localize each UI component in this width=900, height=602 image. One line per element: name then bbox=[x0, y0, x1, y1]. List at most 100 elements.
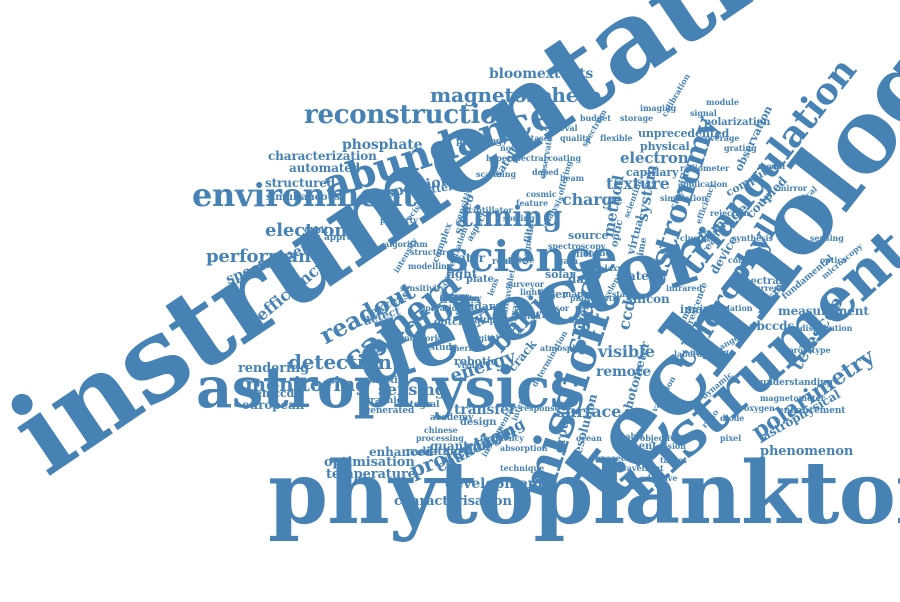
cloud-word-152: particle bbox=[500, 254, 535, 265]
cloud-word-75: laser bbox=[538, 288, 568, 302]
cloud-word-223: thermal bbox=[450, 342, 485, 353]
cloud-word-199: budget bbox=[580, 112, 611, 123]
cloud-word-212: simulation bbox=[660, 192, 708, 203]
cloud-word-178: oxygen bbox=[744, 402, 775, 413]
cloud-word-116: chinese bbox=[424, 424, 458, 435]
cloud-word-250: exposure bbox=[440, 292, 480, 303]
cloud-word-56: european bbox=[242, 398, 305, 413]
cloud-word-217: processing bbox=[416, 432, 464, 443]
cloud-word-225: spacecraft bbox=[596, 452, 642, 463]
cloud-word-72: wind bbox=[532, 308, 561, 322]
cloud-word-213: radiometer bbox=[680, 162, 730, 173]
cloud-word-173: current bbox=[750, 282, 784, 293]
cloud-word-238: mode bbox=[440, 292, 465, 303]
cloud-word-57: emccds bbox=[255, 387, 301, 401]
cloud-word-27: phosphate bbox=[342, 136, 423, 153]
cloud-word-244: scanner bbox=[440, 292, 475, 303]
cloud-word-209: sensing bbox=[810, 232, 844, 243]
cloud-word-160: feature bbox=[516, 197, 548, 208]
cloud-word-221: technique bbox=[500, 462, 545, 473]
cloud-word-41: remote bbox=[596, 363, 651, 380]
cloud-word-174: prototype bbox=[788, 344, 831, 355]
cloud-word-24: detection bbox=[288, 350, 392, 374]
cloud-word-184: sensitivity bbox=[400, 282, 445, 293]
cloud-word-106: phenology bbox=[456, 136, 508, 147]
cloud-word-119: gotcha bbox=[434, 317, 472, 328]
cloud-word-127: field bbox=[576, 249, 599, 260]
cloud-word-128: orbit bbox=[304, 225, 329, 236]
cloud-word-55: radiation bbox=[406, 445, 462, 459]
cloud-word-191: hyperspectral bbox=[486, 152, 547, 163]
cloud-word-12: magnetosphere bbox=[430, 83, 602, 107]
cloud-word-159: scintillator bbox=[464, 204, 513, 215]
cloud-word-63: simultaneous bbox=[266, 192, 341, 203]
cloud-word-230: beam bbox=[560, 172, 585, 183]
cloud-word-181: objective bbox=[640, 432, 680, 443]
cloud-word-175: distribution bbox=[800, 322, 853, 333]
cloud-word-136: coating bbox=[548, 152, 581, 163]
cloud-word-135: doped bbox=[532, 166, 559, 177]
cloud-word-36: sensing bbox=[378, 380, 446, 400]
cloud-word-51: rendering bbox=[238, 360, 310, 376]
cloud-word-240: test bbox=[440, 292, 457, 303]
cloud-word-39: characterisation bbox=[394, 493, 512, 509]
cloud-word-236: flux bbox=[440, 292, 457, 303]
cloud-word-237: cell bbox=[440, 292, 456, 303]
cloud-word-76: solar bbox=[545, 268, 576, 282]
cloud-word-53: temperature bbox=[326, 466, 416, 482]
cloud-word-179: magnetometer bbox=[760, 392, 825, 403]
cloud-word-233: star bbox=[612, 288, 630, 299]
cloud-word-68: light bbox=[446, 267, 478, 282]
cloud-word-91: element bbox=[612, 441, 657, 452]
cloud-word-143: information bbox=[700, 302, 753, 313]
cloud-word-232: galaxy bbox=[594, 262, 622, 273]
cloud-word-194: dataset bbox=[520, 132, 553, 143]
cloud-word-115: generated bbox=[364, 405, 415, 416]
cloud-word-163: sensor bbox=[540, 302, 569, 313]
cloud-word-107: understanding bbox=[760, 377, 833, 388]
cloud-word-243: probe bbox=[440, 292, 466, 303]
cloud-word-187: modelling bbox=[408, 260, 453, 271]
cloud-word-235: scale bbox=[440, 292, 463, 303]
cloud-word-48: capillary bbox=[626, 166, 679, 180]
cloud-word-70: lidar bbox=[466, 300, 495, 314]
cloud-word-8: reconstruction bbox=[304, 100, 516, 131]
cloud-word-177: diode bbox=[720, 412, 745, 423]
cloud-word-224: ocean bbox=[576, 432, 602, 443]
cloud-word-200: storage bbox=[620, 112, 654, 123]
cloud-word-112: visual bbox=[457, 359, 483, 370]
cloud-word-82: image bbox=[680, 303, 718, 317]
cloud-word-54: enhanced bbox=[369, 445, 433, 460]
cloud-word-7: environment bbox=[192, 176, 417, 215]
cloud-word-88: phenomenon bbox=[760, 443, 854, 459]
cloud-word-206: model bbox=[758, 160, 786, 171]
cloud-word-32: visible bbox=[598, 342, 655, 362]
cloud-word-216: network bbox=[404, 332, 441, 343]
cloud-word-205: grating bbox=[724, 142, 757, 153]
cloud-word-249: counting bbox=[440, 292, 480, 303]
cloud-word-210: optics bbox=[820, 254, 847, 265]
cloud-word-161: quantum bbox=[430, 439, 490, 454]
cloud-word-47: electron bbox=[620, 149, 689, 167]
cloud-word-10: science bbox=[445, 232, 617, 282]
cloud-word-142: infrared bbox=[666, 282, 702, 293]
cloud-word-162: surveyor bbox=[506, 278, 544, 289]
cloud-word-43: texture bbox=[606, 174, 670, 194]
cloud-word-203: signal bbox=[690, 107, 717, 118]
cloud-word-102: spectral bbox=[738, 276, 783, 287]
cloud-word-140: synthesis bbox=[732, 232, 773, 243]
cloud-word-227: adaptive bbox=[640, 472, 678, 483]
cloud-word-207: mirror bbox=[778, 182, 808, 193]
cloud-word-252: spatial bbox=[440, 292, 470, 303]
cloud-word-42: charge bbox=[562, 190, 623, 210]
cloud-word-134: alga bbox=[522, 310, 541, 321]
cloud-word-218: frequency bbox=[480, 432, 524, 443]
cloud-word-186: structure bbox=[410, 246, 452, 257]
cloud-word-121: real bbox=[492, 256, 512, 267]
cloud-word-201: imaging bbox=[640, 102, 677, 113]
cloud-word-165: atmosphere bbox=[540, 342, 593, 353]
cloud-word-77: source bbox=[568, 229, 609, 243]
cloud-word-239: unit bbox=[440, 292, 459, 303]
cloud-word-251: geometry bbox=[440, 292, 482, 303]
